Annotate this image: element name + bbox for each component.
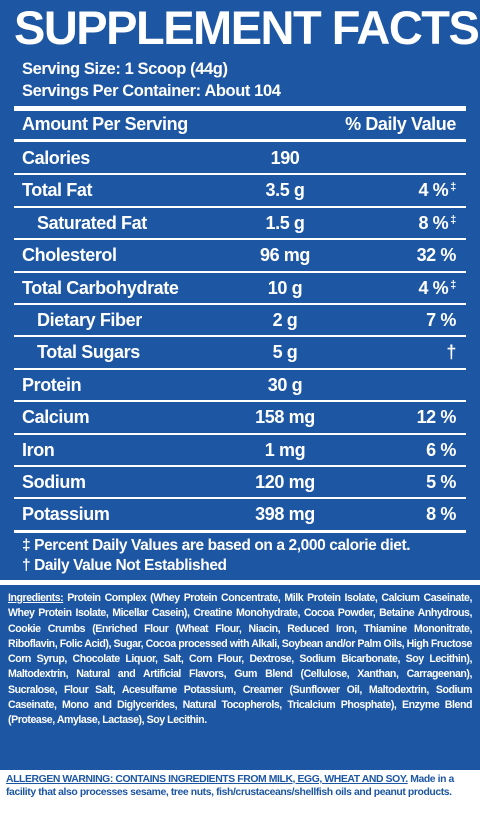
ingredients: Ingredients: Protein Complex (Whey Prote… (0, 585, 480, 729)
daily-value-text: 7 % (426, 310, 456, 330)
footnote: ‡ Percent Daily Values are based on a 2,… (22, 537, 411, 554)
daily-value: 32 % (416, 245, 457, 266)
column-header: Amount Per Serving (22, 114, 188, 134)
nutrient-row: Protein 30 g (0, 369, 480, 401)
serving-size: Serving Size: 1 Scoop (44g) (22, 60, 228, 78)
nutrient-name: Sodium (22, 472, 86, 492)
daily-value: † (446, 342, 456, 363)
daily-value-text: 8 % (426, 504, 456, 525)
daily-value: 7 % (426, 310, 456, 331)
nutrient-amount: 158 mg (255, 407, 315, 428)
daily-value-text: 5 % (426, 472, 456, 492)
ingredients-text: Protein Complex (Whey Protein Concentrat… (8, 592, 472, 727)
rule (14, 530, 466, 533)
nutrient-amount: 1.5 g (265, 212, 305, 233)
nutrient-amount: 120 mg (255, 472, 315, 492)
nutrient-row: Calories 190 (0, 142, 480, 174)
daily-value: 4 % ‡ (418, 180, 456, 201)
nutrient-row: Sodium 120 mg 5 % (0, 466, 480, 498)
rule (14, 303, 466, 305)
facts-panel: SUPPLEMENT FACTS Serving Size: 1 Scoop (… (0, 0, 480, 580)
nutrient-name: Calories (22, 148, 90, 168)
rule (14, 432, 466, 435)
nutrient-amount: 96 mg (259, 245, 311, 266)
nutrient-amount: 1 mg (264, 439, 306, 460)
nutrient-name: Saturated Fat (37, 212, 147, 233)
daily-value-text: 12 % (416, 407, 457, 428)
allergen-warning: ALLERGEN WARNING: CONTAINS INGREDIENTS F… (6, 774, 408, 785)
allergen: ALLERGEN WARNING: CONTAINS INGREDIENTS F… (0, 772, 480, 801)
nutrient-amount: 10 g (267, 277, 303, 298)
ingredients-label: Ingredients: (8, 592, 64, 604)
daily-value-text: 8 % (418, 212, 449, 233)
nutrient-name: Total Carbohydrate (22, 277, 179, 298)
rule (14, 238, 466, 241)
daily-value: 6 % (426, 440, 456, 461)
daily-value-text: 6 % (426, 439, 456, 460)
rule (14, 205, 466, 208)
nutrient-row: Total Sugars 5 g † (0, 336, 480, 368)
nutrient-name: Calcium (22, 407, 90, 428)
nutrient-name: Iron (22, 439, 55, 460)
title: SUPPLEMENT FACTS (14, 1, 480, 54)
nutrient-row: Cholesterol 96 mg 32 % (0, 239, 480, 271)
nutrient-name: Potassium (22, 504, 110, 525)
nutrient-name: Cholesterol (22, 245, 117, 266)
daily-value-text: 4 % (418, 180, 449, 201)
rule (14, 139, 466, 142)
daily-value-text: 32 % (416, 245, 457, 266)
daily-value-mark: ‡ (450, 181, 456, 194)
rule (14, 465, 466, 467)
nutrient-row: Saturated Fat 1.5 g 8 % ‡ (0, 207, 480, 239)
rule (14, 335, 466, 338)
daily-value-mark: ‡ (450, 278, 456, 291)
daily-value-text: 4 % (418, 277, 449, 298)
nutrient-amount: 398 mg (255, 504, 315, 525)
nutrient-name: Total Sugars (37, 342, 140, 363)
nutrient-row: Dietary Fiber 2 g 7 % (0, 304, 480, 336)
nutrient-row: Total Fat 3.5 g 4 % ‡ (0, 174, 480, 206)
servings-per-container: Servings Per Container: About 104 (22, 82, 281, 100)
daily-value: 12 % (416, 407, 457, 428)
nutrient-amount: 2 g (272, 310, 298, 330)
nutrient-row: Iron 1 mg 6 % (0, 434, 480, 466)
nutrient-name: Total Fat (22, 180, 93, 201)
nutrient-row: Potassium 398 mg 8 % (0, 498, 480, 530)
rule (14, 270, 466, 273)
rule (14, 400, 466, 403)
daily-value: 5 % (426, 472, 456, 493)
thick-rule (14, 106, 466, 111)
nutrient-amount: 3.5 g (265, 180, 305, 201)
allergen-note: Made in a facility that also processes s… (6, 774, 454, 798)
nutrient-amount: 5 g (272, 342, 298, 363)
rule (14, 173, 466, 176)
rule (14, 497, 466, 500)
nutrient-row: Calcium 158 mg 12 % (0, 401, 480, 433)
nutrient-name: Dietary Fiber (37, 310, 142, 330)
column-header: % Daily Value (345, 114, 456, 134)
daily-value: 8 % (426, 504, 456, 525)
footnote: † Daily Value Not Established (22, 557, 227, 574)
nutrient-name: Protein (22, 374, 82, 395)
rule (14, 367, 466, 370)
nutrient-amount: 30 g (267, 374, 303, 395)
daily-value: 8 % ‡ (418, 213, 456, 234)
nutrient-amount: 190 (270, 148, 300, 168)
daily-value-mark: ‡ (450, 213, 456, 226)
ingredients-panel: Ingredients: Protein Complex (Whey Prote… (0, 585, 480, 770)
nutrient-row: Total Carbohydrate 10 g 4 % ‡ (0, 272, 480, 304)
daily-value: 4 % ‡ (418, 278, 456, 299)
daily-value-text: † (446, 342, 456, 363)
